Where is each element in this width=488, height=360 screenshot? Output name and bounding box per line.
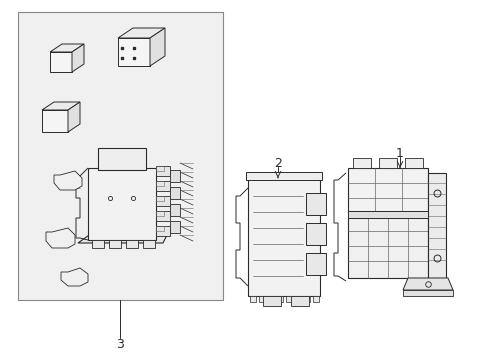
Bar — [156, 181, 163, 186]
Polygon shape — [72, 44, 84, 72]
Bar — [427, 173, 445, 278]
Polygon shape — [50, 44, 84, 52]
Bar — [402, 290, 452, 296]
Polygon shape — [42, 102, 80, 110]
Bar — [156, 181, 170, 191]
Bar — [156, 211, 170, 221]
Bar — [92, 240, 104, 248]
Bar — [109, 240, 121, 248]
Bar — [404, 158, 422, 168]
Polygon shape — [50, 52, 72, 72]
Text: 1: 1 — [395, 147, 403, 159]
Bar — [267, 296, 273, 302]
Bar — [156, 166, 163, 171]
Bar — [170, 221, 180, 233]
Bar — [290, 296, 308, 306]
Bar — [156, 226, 163, 231]
Bar — [305, 223, 325, 245]
Polygon shape — [150, 28, 164, 66]
Polygon shape — [402, 278, 452, 290]
Bar — [156, 166, 170, 176]
Bar — [98, 148, 146, 170]
Polygon shape — [118, 38, 150, 66]
Bar — [249, 296, 256, 302]
Bar — [156, 196, 170, 206]
Bar — [126, 240, 138, 248]
Bar — [156, 226, 170, 236]
Bar — [263, 296, 281, 306]
Bar — [347, 211, 427, 218]
Bar — [312, 296, 318, 302]
Polygon shape — [54, 171, 82, 190]
Text: 3: 3 — [116, 338, 123, 351]
Text: 2: 2 — [273, 157, 282, 170]
Bar — [378, 158, 396, 168]
Bar — [304, 296, 309, 302]
Bar — [347, 168, 427, 213]
Bar — [347, 216, 427, 278]
Bar — [294, 296, 301, 302]
Bar — [170, 187, 180, 199]
Bar — [170, 170, 180, 182]
Bar — [18, 12, 223, 300]
Polygon shape — [118, 28, 164, 38]
Bar — [305, 253, 325, 275]
Polygon shape — [42, 110, 68, 132]
Bar — [88, 168, 156, 240]
Bar — [156, 196, 163, 201]
Bar — [259, 296, 264, 302]
Bar — [142, 240, 155, 248]
Polygon shape — [78, 233, 168, 243]
Bar — [156, 211, 163, 216]
Bar — [245, 172, 321, 180]
Bar — [305, 193, 325, 215]
Polygon shape — [61, 268, 88, 286]
Bar — [285, 296, 291, 302]
Polygon shape — [68, 102, 80, 132]
Polygon shape — [46, 228, 75, 248]
Polygon shape — [247, 178, 319, 296]
Bar — [276, 296, 283, 302]
Bar — [170, 204, 180, 216]
Bar — [352, 158, 370, 168]
